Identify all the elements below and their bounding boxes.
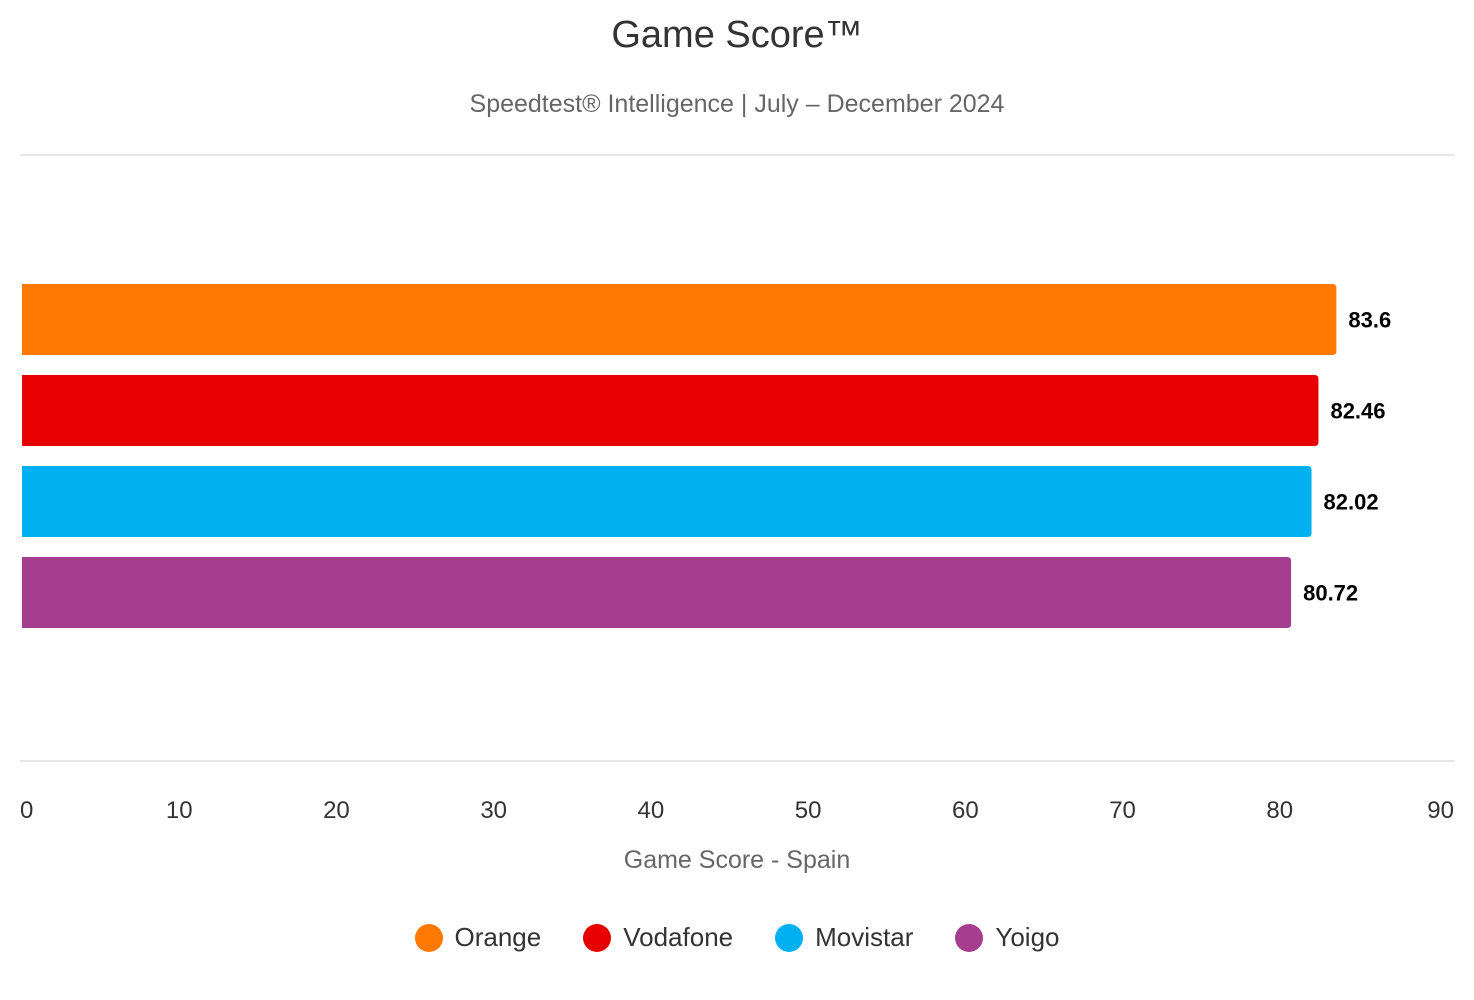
legend-swatch-orange	[414, 923, 443, 952]
value-label-orange: 83.6	[1348, 308, 1391, 333]
value-label-vodafone: 82.46	[1330, 399, 1385, 424]
bar-movistar	[22, 466, 1312, 537]
x-tick-label: 0	[20, 797, 33, 824]
chart-subtitle: Speedtest® Intelligence | July – Decembe…	[469, 90, 1005, 118]
legend-item-vodafone[interactable]: Vodafone	[583, 922, 733, 953]
legend-item-yoigo[interactable]: Yoigo	[955, 922, 1060, 953]
chart-title: Game Score™	[611, 14, 863, 56]
x-tick-label: 10	[166, 797, 193, 824]
bar-yoigo	[22, 557, 1292, 628]
x-tick-label: 20	[323, 797, 350, 824]
x-tick-label: 50	[795, 797, 822, 824]
x-tick-labels: 0 10 20 30 40 50 60 70 80 90	[20, 797, 1454, 824]
x-tick-label: 80	[1266, 797, 1293, 824]
value-label-movistar: 82.02	[1324, 490, 1379, 515]
legend-swatch-yoigo	[955, 923, 984, 952]
x-tick-label: 60	[952, 797, 979, 824]
legend-item-orange[interactable]: Orange	[414, 922, 542, 953]
bars-layer	[22, 284, 1337, 628]
legend-item-movistar[interactable]: Movistar	[775, 922, 913, 953]
legend-swatch-movistar	[775, 923, 804, 952]
legend-label-yoigo: Yoigo	[995, 922, 1060, 952]
legend-swatch-vodafone	[583, 923, 612, 952]
x-axis-title: Game Score - Spain	[624, 846, 851, 874]
value-labels-layer: 83.6 82.46 82.02 80.72	[1303, 308, 1391, 606]
legend-label-orange: Orange	[454, 922, 542, 952]
legend-label-movistar: Movistar	[815, 922, 914, 952]
x-tick-label: 40	[638, 797, 665, 824]
value-label-yoigo: 80.72	[1303, 581, 1358, 606]
legend: Orange Vodafone Movistar Yoigo	[0, 922, 1474, 953]
legend-label-vodafone: Vodafone	[623, 922, 734, 952]
bar-vodafone	[22, 375, 1319, 446]
x-tick-label: 70	[1109, 797, 1136, 824]
x-tick-label: 30	[480, 797, 507, 824]
bar-orange	[22, 284, 1337, 355]
x-tick-label: 90	[1427, 797, 1454, 824]
